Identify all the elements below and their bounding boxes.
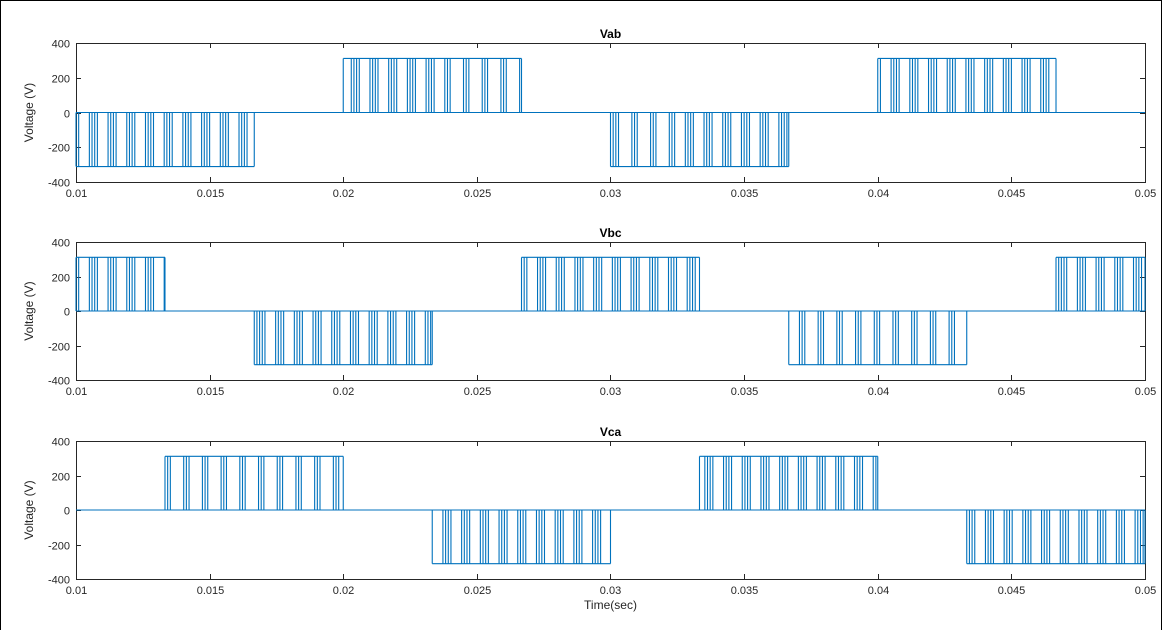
subplot-vca: 0.01 0.015 0.02 0.025 0.03 0.035 0.04 0.045 0.05… <box>22 425 1156 612</box>
x-tick-label: 0.025 <box>464 585 492 597</box>
pulse-series-line <box>253 311 433 366</box>
y-tick-label: -400 <box>48 178 70 190</box>
pulse-series-line <box>520 256 701 311</box>
pulse-block <box>788 311 968 366</box>
pulse-block <box>253 311 433 366</box>
y-tick-label: 400 <box>52 437 70 449</box>
x-tick-label: 0.025 <box>464 188 492 200</box>
y-tick-label: -200 <box>48 541 70 553</box>
pulse-block <box>342 57 523 113</box>
y-axis-label: Voltage (V) <box>22 83 36 142</box>
x-tick-label: 0.03 <box>600 386 621 398</box>
pulse-series-line <box>1055 256 1146 311</box>
pulse-block <box>75 256 166 311</box>
x-tick-label: 0.01 <box>66 386 87 398</box>
pulse-series-line <box>164 455 344 510</box>
subplot-title: Vab <box>600 27 621 41</box>
y-tick-label: 400 <box>52 39 70 51</box>
x-tick-label: 0.04 <box>868 386 889 398</box>
y-tick-label: 200 <box>52 472 70 484</box>
x-tick-label: 0.035 <box>731 585 759 597</box>
y-tick-label: -400 <box>48 376 70 388</box>
x-tick-label: 0.045 <box>998 188 1026 200</box>
y-tick-label: 0 <box>64 109 70 121</box>
y-tick-label: -200 <box>48 342 70 354</box>
subplot-title: Vbc <box>599 226 621 240</box>
y-tick-label: 400 <box>52 238 70 250</box>
pulse-block <box>877 57 1057 113</box>
x-tick-label: 0.04 <box>868 188 889 200</box>
x-tick-label: 0.02 <box>333 585 354 597</box>
y-axis-label: Voltage (V) <box>22 281 36 340</box>
pulse-series-line <box>877 57 1057 113</box>
x-tick-label: 0.05 <box>1135 585 1156 597</box>
pulse-block <box>520 256 701 311</box>
x-tick-label: 0.025 <box>464 386 492 398</box>
pulse-block <box>164 455 344 510</box>
y-tick-label: 200 <box>52 273 70 285</box>
pulse-series-line <box>609 112 790 168</box>
x-tick-label: 0.03 <box>600 188 621 200</box>
pulse-series-line <box>966 510 1146 565</box>
subplot-title: Vca <box>600 425 622 439</box>
pulse-series-line <box>342 57 523 113</box>
pulse-block <box>1055 256 1146 311</box>
subplot-vbc: 0.01 0.015 0.02 0.025 0.03 0.035 0.04 0.045 0.05… <box>22 226 1156 398</box>
pulse-series-line <box>75 112 255 168</box>
x-tick-label: 0.015 <box>197 188 225 200</box>
x-tick-label: 0.045 <box>998 585 1026 597</box>
pulse-block <box>609 112 790 168</box>
y-tick-label: 0 <box>64 307 70 319</box>
x-tick-label: 0.01 <box>66 188 87 200</box>
y-tick-label: 0 <box>64 506 70 518</box>
pulse-series-line <box>698 455 879 510</box>
x-tick-label: 0.015 <box>197 386 225 398</box>
y-tick-label: 200 <box>52 74 70 86</box>
x-tick-label: 0.02 <box>333 188 354 200</box>
pulse-block <box>966 510 1146 565</box>
y-tick-label: -200 <box>48 143 70 155</box>
x-tick-label: 0.035 <box>731 386 759 398</box>
pulse-block <box>698 455 879 510</box>
x-tick-label: 0.035 <box>731 188 759 200</box>
pulse-block <box>75 112 255 168</box>
x-tick-label: 0.04 <box>868 585 889 597</box>
x-tick-label: 0.05 <box>1135 386 1156 398</box>
x-tick-label: 0.01 <box>66 585 87 597</box>
y-tick-label: -400 <box>48 575 70 587</box>
x-tick-label: 0.03 <box>600 585 621 597</box>
x-axis-label: Time(sec) <box>584 598 637 612</box>
x-tick-label: 0.02 <box>333 386 354 398</box>
pulse-series-line <box>788 311 968 366</box>
pulse-series-line <box>75 256 166 311</box>
x-tick-label: 0.015 <box>197 585 225 597</box>
subplot-vab: 0.01 0.015 0.02 0.025 0.03 0.035 0.04 0.045 0.05… <box>22 27 1156 200</box>
pulse-series-line <box>431 510 612 565</box>
pulse-block <box>431 510 612 565</box>
x-tick-label: 0.05 <box>1135 188 1156 200</box>
x-tick-label: 0.045 <box>998 386 1026 398</box>
y-axis-label: Voltage (V) <box>22 480 36 539</box>
